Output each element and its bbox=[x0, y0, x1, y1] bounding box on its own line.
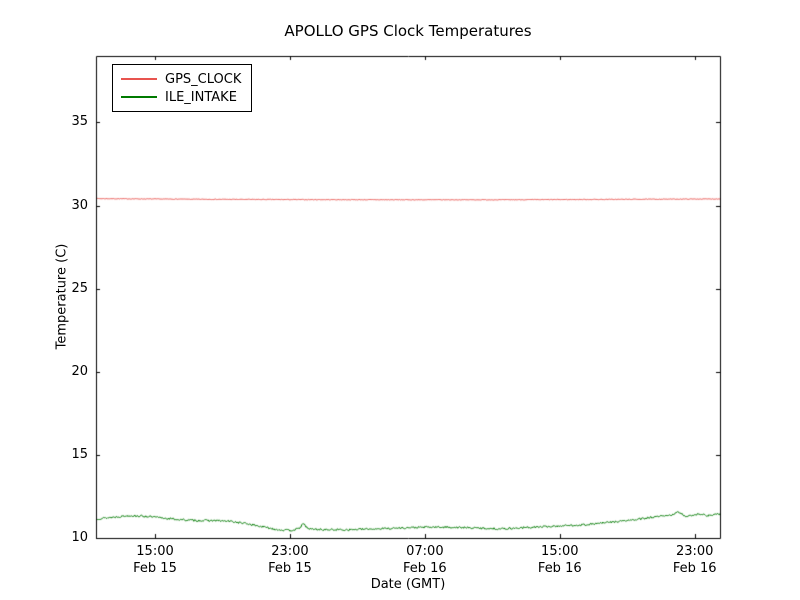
x-tick-date: Feb 15 bbox=[133, 561, 177, 576]
y-tick-label: 30 bbox=[71, 197, 88, 213]
legend-item-ile-intake: ILE_INTAKE bbox=[121, 88, 241, 106]
x-tick-time: 23:00 bbox=[675, 544, 714, 559]
y-tick-label: 20 bbox=[71, 363, 88, 379]
y-tick-label: 25 bbox=[71, 280, 88, 296]
ile-intake-line-swatch bbox=[121, 96, 157, 98]
x-tick-date: Feb 15 bbox=[268, 561, 312, 576]
x-tick-time: 15:00 bbox=[136, 544, 174, 559]
y-tick-label: 15 bbox=[71, 446, 88, 462]
x-tick-date: Feb 16 bbox=[672, 561, 717, 576]
legend-label-gps-clock: GPS_CLOCK bbox=[165, 71, 242, 87]
y-tick-label: 10 bbox=[71, 530, 88, 545]
x-tick-label: 23:00 Feb 16 bbox=[653, 543, 737, 577]
x-tick-time: 23:00 bbox=[271, 544, 309, 559]
x-tick-label: 23:00 Feb 15 bbox=[248, 543, 332, 577]
legend: GPS_CLOCK ILE_INTAKE bbox=[112, 64, 253, 112]
legend-item-gps-clock: GPS_CLOCK bbox=[121, 70, 241, 88]
chart-title: APOLLO GPS Clock Temperatures bbox=[284, 22, 532, 40]
y-tick-label: 35 bbox=[71, 114, 88, 130]
x-tick-label: 15:00 Feb 15 bbox=[113, 543, 197, 577]
x-tick-date: Feb 16 bbox=[403, 561, 447, 576]
x-axis-label: Date (GMT) bbox=[370, 577, 446, 592]
legend-label-ile-intake: ILE_INTAKE bbox=[165, 89, 237, 105]
x-tick-label: 15:00 Feb 16 bbox=[518, 543, 602, 577]
x-tick-time: 07:00 bbox=[406, 544, 444, 559]
x-tick-date: Feb 16 bbox=[537, 561, 582, 576]
x-tick-label: 07:00 Feb 16 bbox=[383, 543, 467, 577]
x-tick-time: 15:00 bbox=[541, 544, 579, 559]
gps-clock-line-swatch bbox=[121, 78, 157, 80]
